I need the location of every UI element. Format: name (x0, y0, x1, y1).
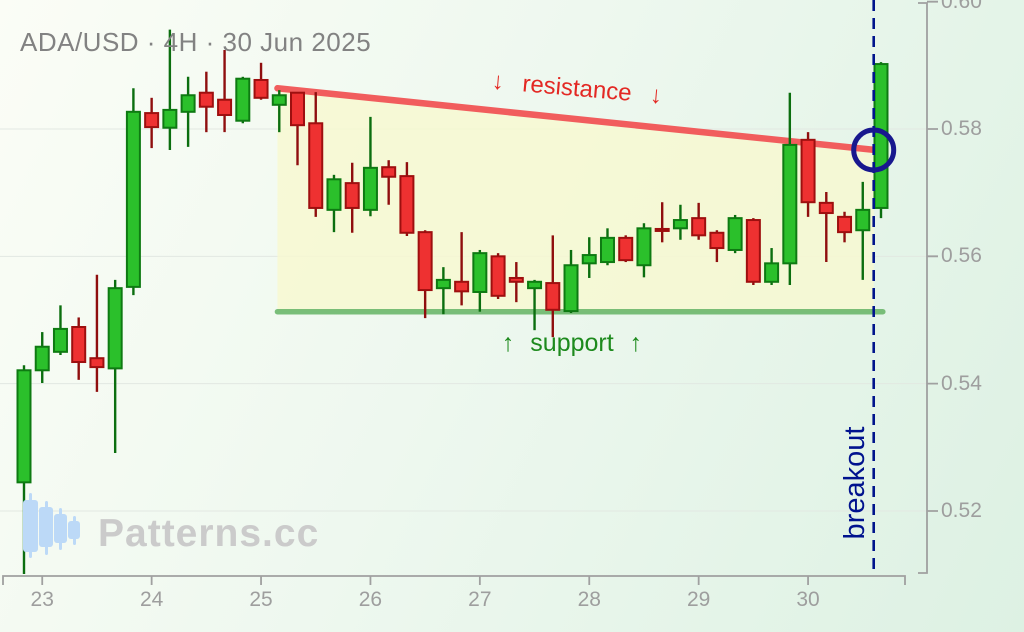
candle (271, 94, 287, 106)
watermark: Patterns.cc (20, 488, 319, 564)
candle (326, 178, 342, 211)
candle (837, 215, 853, 234)
x-axis-label: 25 (249, 588, 273, 611)
candle (399, 175, 415, 234)
candle (89, 357, 105, 369)
x-axis (2, 575, 906, 585)
y-axis-label: 0.52 (941, 498, 982, 522)
candle (180, 94, 196, 113)
candle (253, 78, 269, 99)
candle (144, 112, 160, 129)
candle (764, 262, 780, 283)
y-axis (918, 0, 938, 574)
candle (107, 287, 123, 370)
candle (581, 254, 597, 265)
candle (490, 255, 506, 297)
candle (508, 276, 524, 283)
candle (308, 122, 324, 209)
candle (818, 201, 834, 215)
candle (782, 143, 798, 265)
candle (618, 236, 634, 262)
support-annotation-label: ↑ support ↑ (501, 329, 643, 357)
x-axis-label: 28 (577, 588, 601, 611)
y-axis-label: 0.60 (941, 0, 982, 13)
candle (16, 369, 32, 484)
candle (709, 231, 725, 250)
x-axis-label: 23 (30, 588, 54, 611)
chart-title: ADA/USD · 4H · 30 Jun 2025 (20, 27, 372, 57)
candle (290, 91, 306, 127)
y-axis-label: 0.58 (941, 117, 982, 140)
candle (654, 227, 670, 232)
candle (34, 345, 50, 372)
candle (636, 227, 652, 267)
candle (472, 252, 488, 293)
candle (381, 166, 397, 178)
x-axis-label: 29 (686, 588, 711, 611)
candle (217, 98, 233, 116)
candle (417, 231, 433, 292)
candle (545, 282, 561, 311)
candle (125, 110, 141, 288)
watermark-text: Patterns.cc (98, 512, 320, 555)
candle (52, 327, 68, 353)
x-axis-label: 26 (358, 588, 383, 611)
candle (727, 217, 743, 251)
candle (362, 166, 378, 211)
candle (71, 325, 87, 364)
candle (435, 278, 451, 290)
candle (454, 280, 470, 293)
candle (563, 264, 579, 313)
candle (672, 219, 688, 230)
candle (344, 182, 360, 209)
resistance-line (274, 85, 879, 154)
candle (162, 108, 178, 129)
x-axis-label: 24 (139, 588, 164, 611)
candle (235, 77, 251, 122)
x-axis-label: 27 (468, 588, 492, 611)
candle (599, 236, 615, 264)
candle (527, 280, 543, 290)
breakout-annotation-label: breakout (839, 426, 871, 540)
y-axis-label: 0.56 (941, 244, 982, 268)
breakout-circle-marker (851, 127, 897, 173)
candle (745, 219, 761, 283)
candle (800, 138, 816, 204)
candlestick-logo-icon (23, 493, 80, 558)
x-axis-label: 30 (796, 588, 820, 611)
candle (691, 217, 707, 237)
candle (198, 91, 214, 108)
candle (855, 208, 871, 232)
y-axis-label: 0.54 (941, 371, 982, 395)
